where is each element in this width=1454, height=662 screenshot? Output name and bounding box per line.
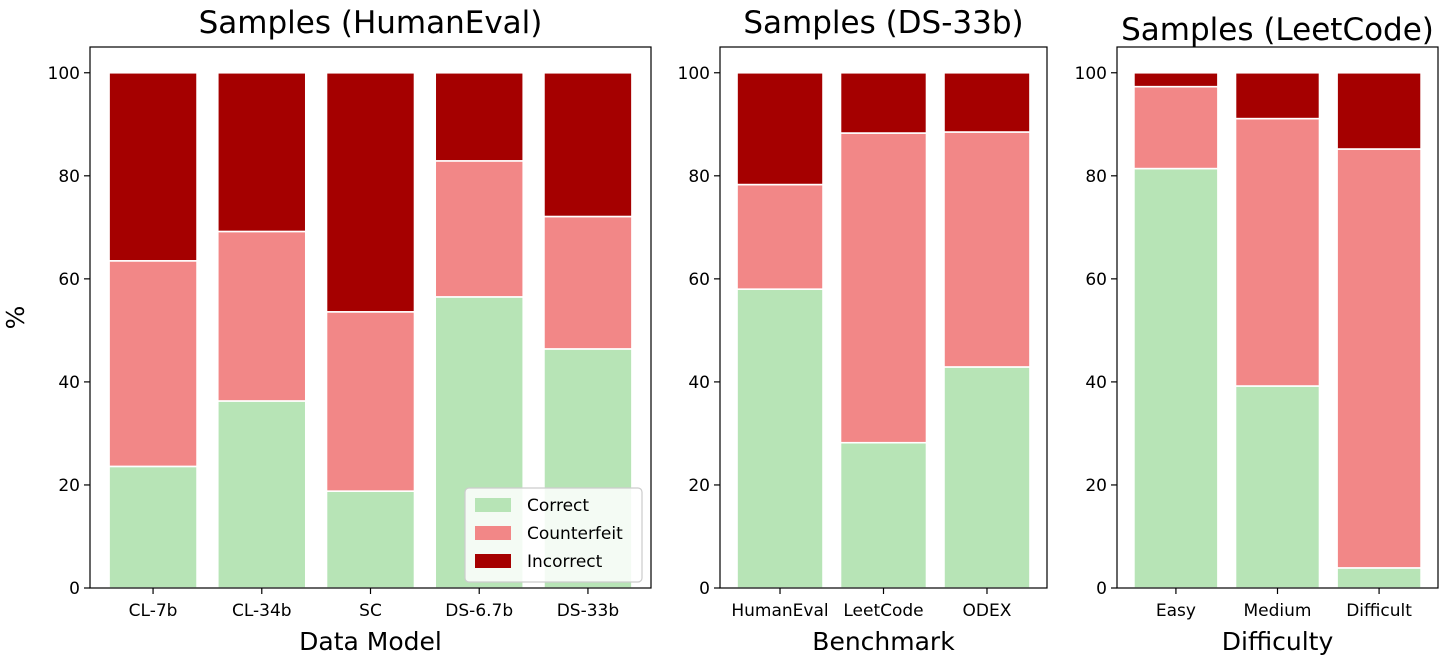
x-tick-label: CL-7b bbox=[129, 601, 178, 621]
y-tick-label: 80 bbox=[58, 167, 80, 187]
bar-incorrect-cl-34b bbox=[216, 71, 307, 233]
bar-counterfeit-humaneval bbox=[736, 183, 824, 290]
x-tick-label: LeetCode bbox=[843, 601, 923, 621]
bar-correct-humaneval bbox=[736, 288, 824, 589]
bar-counterfeit-ds-33b bbox=[543, 215, 633, 350]
x-tick-label: DS-6.7b bbox=[445, 601, 513, 621]
y-axis-label: % bbox=[1, 306, 30, 330]
bar-correct-easy bbox=[1133, 167, 1219, 589]
legend-label-incorrect: Incorrect bbox=[527, 552, 603, 572]
chart-title: Samples (HumanEval) bbox=[199, 5, 543, 41]
legend-label-correct: Correct bbox=[527, 496, 589, 516]
bar-correct-medium bbox=[1234, 385, 1321, 589]
legend-swatch-incorrect bbox=[475, 554, 511, 568]
legend-label-counterfeit: Counterfeit bbox=[527, 524, 623, 544]
bar-correct-odex bbox=[943, 366, 1031, 589]
bar-counterfeit-difficult bbox=[1336, 148, 1422, 569]
y-tick-label: 40 bbox=[58, 373, 80, 393]
x-axis-ticks: HumanEval LeetCode ODEX bbox=[731, 588, 1012, 621]
y-tick-label: 40 bbox=[1085, 373, 1107, 393]
bar-incorrect-easy bbox=[1133, 71, 1219, 88]
x-axis-ticks: Easy Medium Difficult bbox=[1156, 588, 1412, 621]
y-tick-label: 20 bbox=[1085, 476, 1107, 496]
x-axis-label: Difficulty bbox=[1222, 627, 1334, 656]
x-tick-label: HumanEval bbox=[731, 601, 828, 621]
legend-swatch-counterfeit bbox=[475, 526, 511, 540]
y-tick-label: 80 bbox=[1085, 167, 1107, 187]
bar-incorrect-medium bbox=[1234, 71, 1321, 120]
chart-title: Samples (DS-33b) bbox=[743, 5, 1023, 41]
bar-correct-leetcode bbox=[839, 441, 928, 589]
y-tick-label: 0 bbox=[699, 579, 710, 599]
y-tick-label: 100 bbox=[48, 64, 80, 84]
bar-counterfeit-cl-7b bbox=[108, 260, 198, 468]
bar-incorrect-odex bbox=[943, 71, 1031, 133]
legend-swatch-correct bbox=[475, 498, 511, 512]
chart-humaneval-by-model: Samples (HumanEval) Data Model % 0 20 40 60… bbox=[1, 5, 652, 656]
bar-correct-cl-7b bbox=[108, 465, 198, 589]
bar-incorrect-leetcode bbox=[839, 71, 928, 134]
x-axis-ticks: CL-7b CL-34b SC DS-6.7b DS-33b bbox=[129, 588, 619, 621]
y-tick-label: 40 bbox=[688, 373, 710, 393]
x-tick-label: CL-34b bbox=[232, 601, 292, 621]
bar-correct-cl-34b bbox=[216, 400, 307, 589]
chart-leetcode-by-difficulty: Samples (LeetCode) Difficulty 0 20 40 60 80 1… bbox=[1075, 12, 1439, 656]
y-tick-label: 100 bbox=[1075, 64, 1107, 84]
x-tick-label: DS-33b bbox=[557, 601, 619, 621]
x-tick-label: Easy bbox=[1156, 601, 1196, 621]
bar-incorrect-ds-6-7b bbox=[434, 71, 525, 162]
bar-counterfeit-ds-6-7b bbox=[434, 160, 525, 298]
bar-incorrect-ds-33b bbox=[543, 71, 633, 218]
y-tick-label: 60 bbox=[58, 270, 80, 290]
bar-counterfeit-easy bbox=[1133, 85, 1219, 170]
bar-counterfeit-odex bbox=[943, 131, 1031, 368]
y-tick-label: 20 bbox=[58, 476, 80, 496]
chart-ds33b-by-benchmark: Samples (DS-33b) Benchmark 0 20 40 60 80 100 H… bbox=[678, 5, 1048, 656]
bar-correct-difficult bbox=[1336, 567, 1422, 589]
bars bbox=[736, 71, 1031, 589]
y-axis-ticks: 0 20 40 60 80 100 bbox=[1075, 64, 1117, 599]
y-tick-label: 100 bbox=[678, 64, 710, 84]
bar-incorrect-humaneval bbox=[736, 71, 824, 186]
legend: Correct Counterfeit Incorrect bbox=[464, 487, 643, 583]
bar-incorrect-cl-7b bbox=[108, 71, 198, 262]
bar-counterfeit-leetcode bbox=[839, 132, 928, 444]
x-axis-label: Data Model bbox=[299, 627, 442, 656]
bar-incorrect-difficult bbox=[1336, 71, 1422, 150]
bar-incorrect-sc bbox=[325, 71, 416, 313]
bar-counterfeit-medium bbox=[1234, 117, 1321, 387]
y-tick-label: 0 bbox=[69, 579, 80, 599]
bars bbox=[1133, 71, 1422, 589]
x-tick-label: Difficult bbox=[1346, 601, 1412, 621]
bar-counterfeit-sc bbox=[325, 311, 416, 492]
x-axis-label: Benchmark bbox=[812, 627, 955, 656]
y-tick-label: 60 bbox=[688, 270, 710, 290]
y-tick-label: 60 bbox=[1085, 270, 1107, 290]
y-axis-ticks: 0 20 40 60 80 100 bbox=[678, 64, 720, 599]
bar-counterfeit-cl-34b bbox=[216, 230, 307, 402]
y-axis-ticks: 0 20 40 60 80 100 bbox=[48, 64, 90, 599]
y-tick-label: 80 bbox=[688, 167, 710, 187]
chart-title: Samples (LeetCode) bbox=[1121, 12, 1434, 48]
x-tick-label: SC bbox=[359, 601, 382, 621]
x-tick-label: ODEX bbox=[963, 601, 1012, 621]
bar-correct-sc bbox=[325, 490, 416, 589]
x-tick-label: Medium bbox=[1244, 601, 1312, 621]
y-tick-label: 20 bbox=[688, 476, 710, 496]
y-tick-label: 0 bbox=[1096, 579, 1107, 599]
